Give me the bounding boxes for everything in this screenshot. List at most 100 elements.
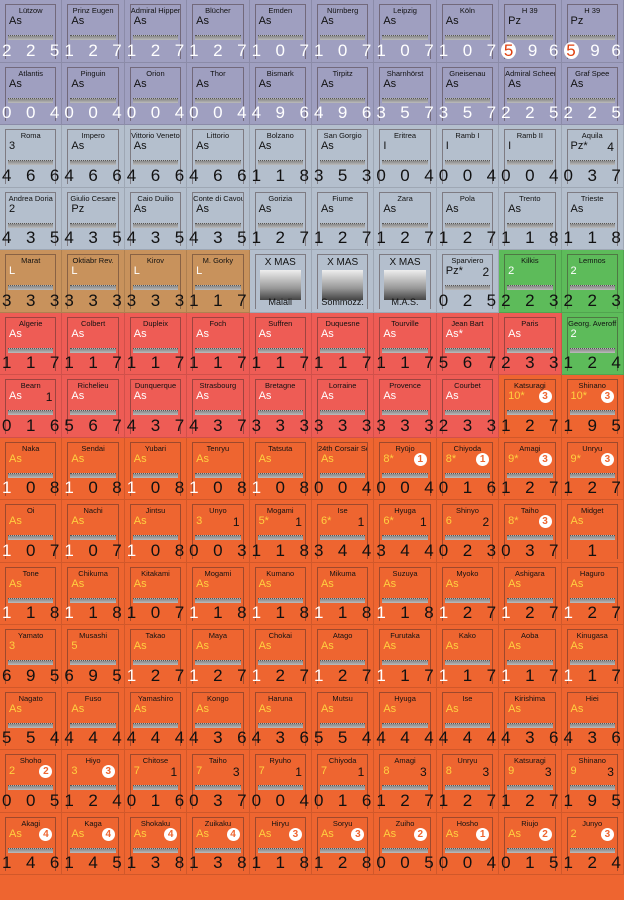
counter[interactable]: Kinugasa As 1 1 7 xyxy=(561,625,624,688)
counter[interactable]: Sendai As 1 0 8 xyxy=(62,437,125,500)
counter[interactable]: Bismark As 4 9 6 xyxy=(249,62,312,125)
counter[interactable]: Atlantis As 0 0 4 xyxy=(0,62,63,125)
counter[interactable]: Tone As 1 1 8 xyxy=(0,562,63,625)
counter[interactable]: Ryuho 7 1 0 0 4 xyxy=(249,750,312,813)
counter[interactable]: Orion As 0 0 4 xyxy=(124,62,188,125)
counter[interactable]: Algerie As 1 1 7 xyxy=(0,312,63,375)
counter[interactable]: Chiyoda 8* 1 0 1 6 xyxy=(436,437,500,500)
counter[interactable]: Kaga As 4 1 4 5 xyxy=(62,812,125,875)
counter[interactable]: Littorio As 4 6 6 xyxy=(187,125,250,188)
counter[interactable]: Kumano As 1 1 8 xyxy=(249,562,312,625)
counter[interactable]: Gorizia As 1 2 7 xyxy=(249,187,312,250)
counter[interactable]: Chokai As 1 2 7 xyxy=(249,625,312,688)
counter[interactable]: Haruna As 4 3 6 xyxy=(249,687,312,750)
counter[interactable]: Nachi As 1 0 7 xyxy=(62,500,125,563)
counter[interactable]: Zuiho As 2 0 0 5 xyxy=(374,812,437,875)
counter[interactable]: Haguro As 1 2 7 xyxy=(561,562,624,625)
counter[interactable]: Giulio Cesare Pz 4 3 5 xyxy=(62,187,125,250)
counter[interactable]: Andrea Doria 2 4 3 5 xyxy=(0,187,63,250)
counter[interactable]: Yubari As 1 0 8 xyxy=(124,437,188,500)
counter[interactable]: Kongo As 4 3 6 xyxy=(187,687,250,750)
counter[interactable]: Roma 3 4 6 6 xyxy=(0,125,63,188)
counter[interactable]: Kirov L 3 3 3 xyxy=(124,250,188,313)
counter[interactable]: Furutaka As 1 1 7 xyxy=(374,625,437,688)
counter[interactable]: Oi As 1 0 7 xyxy=(0,500,63,563)
counter[interactable]: Myoko As 1 2 7 xyxy=(436,562,500,625)
counter[interactable]: Hosho As 1 0 0 4 xyxy=(436,812,500,875)
counter[interactable]: Dunquerque As 4 3 7 xyxy=(124,375,188,438)
counter[interactable]: Mutsu As 5 5 4 xyxy=(311,687,375,750)
counter[interactable]: Junyo 2 3 1 2 4 xyxy=(561,812,624,875)
counter[interactable]: Kako As 1 1 7 xyxy=(436,625,500,688)
counter[interactable]: Courbet As 2 3 3 xyxy=(436,375,500,438)
counter[interactable]: Hiei As 4 3 6 xyxy=(561,687,624,750)
counter[interactable]: M. Gorky L 1 1 7 xyxy=(187,250,250,313)
counter[interactable]: Admiral Scheer As 2 2 5 xyxy=(499,62,562,125)
counter[interactable]: Kitakami As 1 0 7 xyxy=(124,562,188,625)
counter[interactable]: Tirpitz As 4 9 6 xyxy=(311,62,375,125)
counter[interactable]: Fiume As 1 2 7 xyxy=(311,187,375,250)
counter[interactable]: Jintsu As 1 0 8 xyxy=(124,500,188,563)
counter[interactable]: Katsuragi 9 3 1 2 7 xyxy=(499,750,562,813)
counter[interactable]: Akagi As 4 1 4 6 xyxy=(0,812,63,875)
counter[interactable]: Trento As 1 1 8 xyxy=(499,187,562,250)
counter[interactable]: Mogami 5* 1 1 1 8 xyxy=(249,500,312,563)
counter[interactable]: Amagi 8 3 1 2 7 xyxy=(374,750,437,813)
counter[interactable]: Ashigara As 1 2 7 xyxy=(499,562,562,625)
counter[interactable]: Köln As 1 0 7 xyxy=(436,0,500,63)
counter[interactable]: Atago As 1 2 7 xyxy=(311,625,375,688)
counter[interactable]: Ise As 4 4 4 xyxy=(436,687,500,750)
counter[interactable]: Bolzano As 1 1 8 xyxy=(249,125,312,188)
counter[interactable]: Zuikaku As 4 1 3 8 xyxy=(187,812,250,875)
counter[interactable]: Nürnberg As 1 0 7 xyxy=(311,0,375,63)
counter[interactable]: San Gorgio As 3 5 3 xyxy=(311,125,375,188)
counter[interactable]: Aquila Pz* 4 0 3 7 xyxy=(561,125,624,188)
counter[interactable]: Unyo 3 1 0 0 3 xyxy=(187,500,250,563)
counter[interactable]: Shinano 10* 3 1 9 5 xyxy=(561,375,624,438)
counter[interactable]: H 39 Pz 5 9 6 xyxy=(561,0,624,63)
counter[interactable]: Ramb II I 0 0 4 xyxy=(499,125,562,188)
counter[interactable]: Leipzig As 1 0 7 xyxy=(374,0,437,63)
counter[interactable]: Nagato As 5 5 4 xyxy=(0,687,63,750)
counter[interactable]: Shoho 2 2 0 0 5 xyxy=(0,750,63,813)
counter[interactable]: Paris As 2 3 3 xyxy=(499,312,562,375)
counter[interactable]: Hiyo 3 3 1 2 4 xyxy=(62,750,125,813)
counter[interactable]: Georg. Averoff 2 1 2 4 xyxy=(561,312,624,375)
counter[interactable]: Chiyoda 7 1 0 1 6 xyxy=(311,750,375,813)
counter[interactable]: Riujo As 2 0 1 5 xyxy=(499,812,562,875)
counter[interactable]: Mogami As 1 1 8 xyxy=(187,562,250,625)
counter[interactable]: Katsuragi 10* 3 1 2 7 xyxy=(499,375,562,438)
counter[interactable]: Hyuga 6* 1 3 4 4 xyxy=(374,500,437,563)
counter[interactable]: Unryu 9* 3 1 2 7 xyxy=(561,437,624,500)
counter[interactable]: Suzuya As 1 1 8 xyxy=(374,562,437,625)
counter[interactable]: Strasbourg As 4 3 7 xyxy=(187,375,250,438)
counter[interactable]: Lützow As 2 2 5 xyxy=(0,0,63,63)
counter[interactable]: 24th Corsair Sq. As 0 0 4 xyxy=(311,437,375,500)
counter[interactable]: Fuso As 4 4 4 xyxy=(62,687,125,750)
counter[interactable]: Ise 6* 1 3 4 4 xyxy=(311,500,375,563)
counter[interactable]: Maya As 1 2 7 xyxy=(187,625,250,688)
counter[interactable]: Tenryu As 1 0 8 xyxy=(187,437,250,500)
special-unit-counter[interactable]: X MAS M.A.S. xyxy=(374,250,437,313)
counter[interactable]: Eritrea I 0 0 4 xyxy=(374,125,437,188)
counter[interactable]: Duquesne As 1 1 7 xyxy=(311,312,375,375)
special-unit-counter[interactable]: X MAS Sommozz. xyxy=(311,250,375,313)
counter[interactable]: Admiral Hipper As 1 2 7 xyxy=(124,0,188,63)
counter[interactable]: Kirishima As 4 3 6 xyxy=(499,687,562,750)
counter[interactable]: Hyuga As 4 4 4 xyxy=(374,687,437,750)
counter[interactable]: Lemnos 2 2 2 3 xyxy=(561,250,624,313)
counter[interactable]: Musashi 5 6 9 5 xyxy=(62,625,125,688)
counter[interactable]: Ryūjo 8* 1 0 0 4 xyxy=(374,437,437,500)
counter[interactable]: Oktiabr Rev. L 3 3 3 xyxy=(62,250,125,313)
counter[interactable]: Bretagne As 3 3 3 xyxy=(249,375,312,438)
counter[interactable]: Marat L 3 3 3 xyxy=(0,250,63,313)
counter[interactable]: Sparviero Pz* 2 0 2 5 xyxy=(436,250,500,313)
counter[interactable]: Chitose 7 1 0 1 6 xyxy=(124,750,188,813)
counter[interactable]: Blücher As 1 2 7 xyxy=(187,0,250,63)
counter[interactable]: Taiho 7 3 0 3 7 xyxy=(187,750,250,813)
counter[interactable]: Shinyo 6 2 0 2 3 xyxy=(436,500,500,563)
counter[interactable]: Provence As 3 3 3 xyxy=(374,375,437,438)
counter[interactable]: Colbert As 1 1 7 xyxy=(62,312,125,375)
counter[interactable]: Thor As 0 0 4 xyxy=(187,62,250,125)
counter[interactable]: Richelieu As 5 6 7 xyxy=(62,375,125,438)
